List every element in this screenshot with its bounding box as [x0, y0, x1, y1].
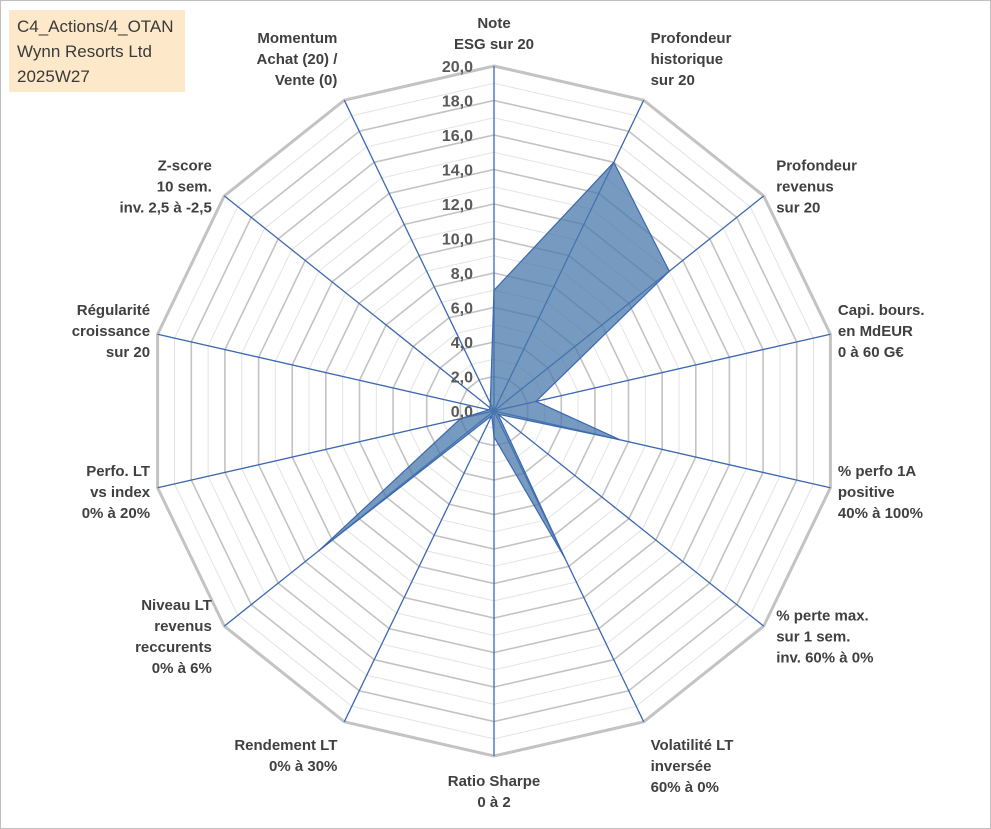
axis-label: Profondeur revenus sur 20	[776, 157, 857, 216]
info-box: C4_Actions/4_OTAN Wynn Resorts Ltd 2025W…	[9, 10, 185, 92]
axis-label: Ratio Sharpe 0 à 2	[448, 773, 541, 811]
axis-label: Volatilité LT inversée 60% à 0%	[651, 737, 734, 796]
axis-category-labels: Note ESG sur 20 Profondeur historique sur 20…	[72, 15, 925, 811]
axis-label: Momentum Achat (20) / Vente (0)	[257, 30, 339, 89]
axis-label: % perte max. sur 1 sem. inv. 60% à 0%	[776, 608, 873, 667]
axis-label: Régularité croissance sur 20	[72, 302, 150, 361]
tick-label: 14,0	[442, 163, 473, 180]
series-area	[318, 161, 671, 559]
tick-label: 12,0	[442, 197, 473, 214]
tick-label: 2,0	[451, 370, 473, 387]
axis-spoke	[343, 410, 495, 723]
radar-series	[318, 161, 671, 559]
axis-spoke	[343, 99, 495, 412]
axis-label: Niveau LT revenus reccurents 0% à 6%	[135, 597, 212, 677]
radial-tick-labels: 0,0 2,0 4,0 6,0 8,0 10,0 12,0 14,0 16,0 18,0 20,0	[442, 59, 473, 421]
info-line-1: C4_Actions/4_OTAN	[17, 17, 174, 36]
axis-spoke	[493, 410, 765, 627]
axis-label: Profondeur historique sur 20	[651, 30, 732, 89]
tick-label: 18,0	[442, 94, 473, 111]
info-line-3: 2025W27	[17, 67, 90, 86]
axis-label: Capi. bours. en MdEUR 0 à 60 G€	[838, 302, 925, 361]
info-line-2: Wynn Resorts Ltd	[17, 42, 152, 61]
axis-spoke	[157, 333, 495, 412]
axis-spoke	[493, 333, 831, 412]
axis-label: Rendement LT 0% à 30%	[234, 737, 337, 775]
axis-spoke	[157, 410, 495, 489]
tick-label: 8,0	[451, 266, 473, 283]
tick-label: 20,0	[442, 59, 473, 76]
tick-label: 6,0	[451, 301, 473, 318]
tick-label: 16,0	[442, 128, 473, 145]
axis-label: % perfo 1A positive 40% à 100%	[838, 463, 923, 522]
axis-label: Z-score 10 sem. inv. 2,5 à -2,5	[120, 157, 212, 216]
tick-label: 10,0	[442, 232, 473, 249]
tick-label: 4,0	[451, 335, 473, 352]
axis-label: Perfo. LT vs index 0% à 20%	[82, 463, 151, 522]
axis-label: Note ESG sur 20	[454, 15, 534, 53]
axis-spoke	[223, 195, 495, 412]
tick-label: 0,0	[451, 404, 473, 421]
